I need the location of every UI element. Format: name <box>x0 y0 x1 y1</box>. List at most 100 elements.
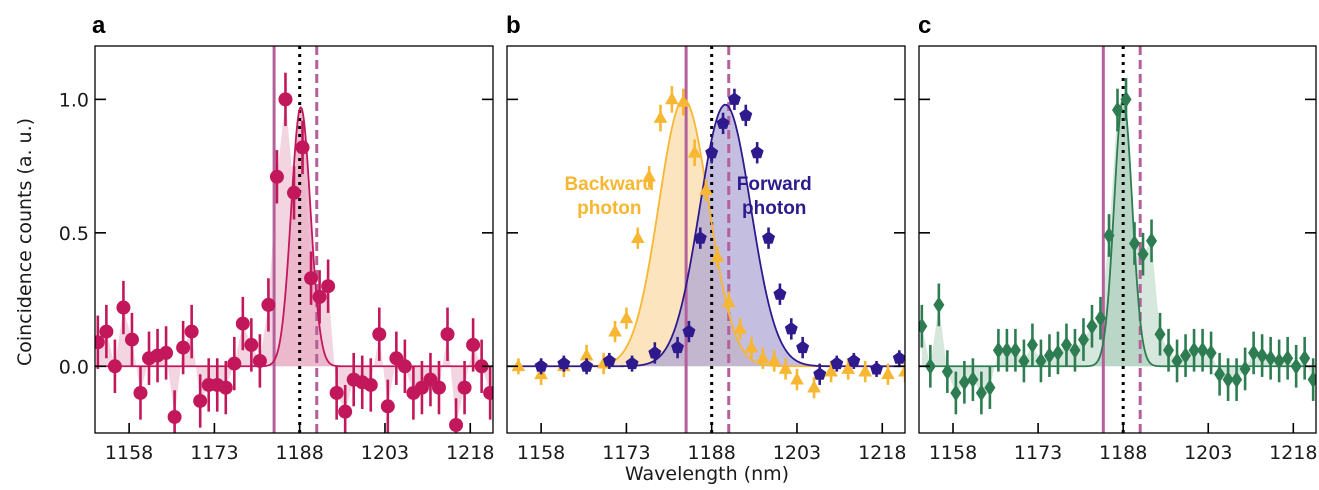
point-b-0-22 <box>807 380 821 393</box>
point-a-0-29 <box>338 404 353 419</box>
ytick-label-a-2: 1.0 <box>59 89 89 111</box>
point-b-0-10 <box>665 91 679 105</box>
point-c-0-34 <box>1205 344 1217 362</box>
point-a-0-32 <box>363 377 378 392</box>
xtick-label-b-4: 1218 <box>858 442 906 464</box>
point-b-0-15 <box>721 294 736 308</box>
point-a-0-28 <box>329 385 344 400</box>
plot-area-b <box>507 46 905 433</box>
xtick-label-b-1: 1173 <box>602 442 650 464</box>
point-c-0-31 <box>1180 347 1192 365</box>
point-b-1-8 <box>693 231 707 244</box>
xtick-label-a-3: 1203 <box>361 442 409 464</box>
panel-c: c 1158 1173 1188 1203 1218 <box>918 12 1317 464</box>
point-c-0-35 <box>1214 365 1226 383</box>
point-b-1-1 <box>557 356 571 370</box>
point-c-0-0 <box>919 317 928 335</box>
xtick-label-c-0: 1158 <box>929 442 977 464</box>
point-b-0-23 <box>824 364 838 377</box>
point-b-0-24 <box>841 361 855 374</box>
point-b-1-12 <box>739 108 753 121</box>
point-b-0-5 <box>608 324 622 337</box>
point-c-0-8 <box>984 379 996 397</box>
point-b-0-18 <box>756 350 770 364</box>
point-a-0-5 <box>133 385 148 400</box>
point-c-0-5 <box>958 373 970 391</box>
xtick-label-a-2: 1188 <box>276 442 324 464</box>
xtick-label-b-3: 1203 <box>773 442 821 464</box>
point-b-1-11 <box>727 92 741 105</box>
xtick-label-c-4: 1218 <box>1269 442 1317 464</box>
point-a-0-40 <box>431 380 446 395</box>
annotation-line-b-1-1: photon <box>742 198 806 219</box>
point-b-0-27 <box>898 364 905 377</box>
point-c-0-39 <box>1248 344 1260 362</box>
point-c-0-46 <box>1307 371 1316 389</box>
point-b-0-12 <box>687 145 702 158</box>
point-c-0-33 <box>1197 341 1209 359</box>
point-a-0-23 <box>287 185 301 200</box>
point-a-0-46 <box>483 385 493 400</box>
point-b-1-18 <box>813 367 827 380</box>
point-c-0-6 <box>967 371 979 389</box>
point-b-0-3 <box>579 348 594 361</box>
point-c-0-21 <box>1094 309 1107 327</box>
point-b-0-0 <box>511 358 526 372</box>
point-c-0-2 <box>933 296 945 314</box>
point-a-0-45 <box>474 359 489 374</box>
point-b-0-13 <box>699 182 713 195</box>
point-c-0-16 <box>1052 344 1064 362</box>
point-c-0-44 <box>1290 357 1302 375</box>
data-fill-c <box>921 99 1314 393</box>
point-c-0-20 <box>1086 317 1098 335</box>
point-a-0-21 <box>269 169 284 184</box>
point-a-0-25 <box>304 271 319 286</box>
ytick-label-a-1: 0.5 <box>59 223 89 245</box>
point-c-0-19 <box>1077 331 1089 349</box>
point-b-1-15 <box>773 287 787 300</box>
point-a-0-0 <box>95 335 105 350</box>
panel-a-letter: a <box>92 12 106 39</box>
point-c-0-41 <box>1265 349 1277 367</box>
annotation-b-1: Forward photon <box>737 174 812 219</box>
frame-a <box>94 45 494 434</box>
point-b-0-17 <box>744 340 759 353</box>
plot-area-c <box>919 46 1316 433</box>
point-b-1-19 <box>830 356 844 370</box>
point-c-0-42 <box>1273 352 1285 370</box>
point-c-0-30 <box>1171 352 1183 370</box>
point-a-0-19 <box>252 353 267 368</box>
panel-a: a 0.0 0.5 1.0 1158 1173 1188 1203 1218 <box>59 12 495 464</box>
point-a-0-33 <box>372 327 387 342</box>
point-c-0-9 <box>992 341 1004 359</box>
point-b-1-9 <box>705 145 719 159</box>
point-b-0-7 <box>630 230 645 244</box>
point-c-0-28 <box>1154 325 1166 343</box>
point-a-0-4 <box>124 332 139 347</box>
point-c-0-22 <box>1103 227 1115 244</box>
xtick-label-c-2: 1188 <box>1099 442 1147 464</box>
fit-curve-c-0 <box>919 98 1316 368</box>
fit-curve-a-0 <box>95 106 493 368</box>
data-fill-a <box>97 99 491 425</box>
point-b-0-19 <box>767 353 782 366</box>
xtick-label-c-3: 1203 <box>1184 442 1232 464</box>
point-c-0-43 <box>1282 349 1294 367</box>
point-a-0-43 <box>457 380 472 395</box>
point-c-0-32 <box>1188 341 1200 359</box>
point-c-0-36 <box>1222 371 1234 389</box>
xtick-label-b-2: 1188 <box>688 442 736 464</box>
panel-b-letter: b <box>506 12 521 39</box>
point-a-0-9 <box>167 409 182 424</box>
point-b-0-8 <box>642 169 656 182</box>
annotation-line-b-0-1: photon <box>577 198 641 219</box>
point-b-1-2 <box>580 359 594 372</box>
point-b-1-4 <box>625 356 639 370</box>
point-b-0-20 <box>778 361 793 374</box>
point-c-0-23 <box>1111 101 1124 119</box>
point-b-0-25 <box>858 364 873 377</box>
point-b-1-10 <box>716 116 730 129</box>
point-b-0-11 <box>676 94 691 107</box>
point-a-0-17 <box>235 316 250 331</box>
